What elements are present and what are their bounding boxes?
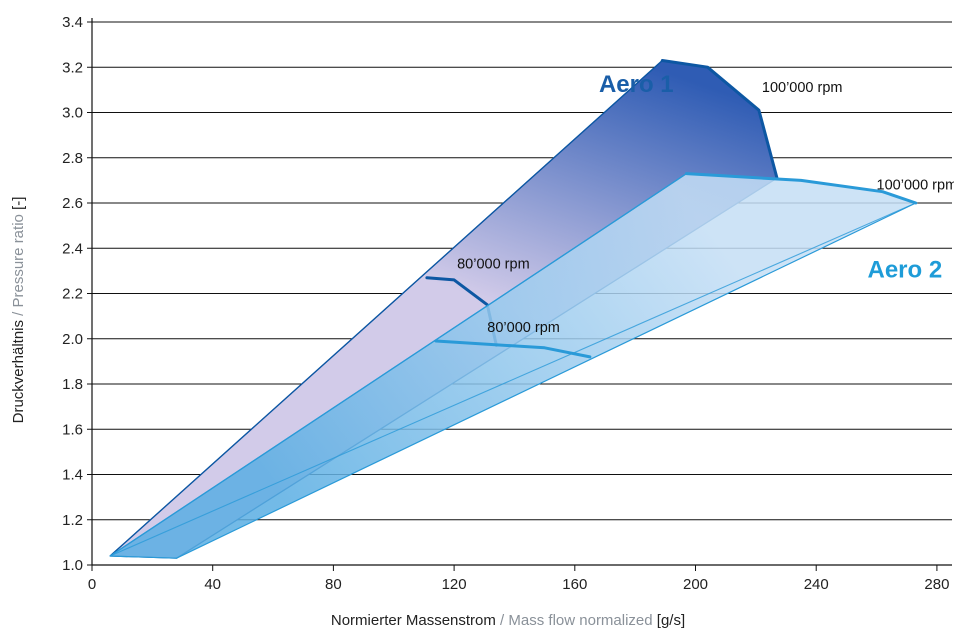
x-axis-label-separator: / — [496, 612, 509, 629]
aero-2-center-line — [109, 202, 917, 557]
y-tick-label-3.2: 3.2 — [62, 59, 83, 76]
y-axis-label-primary: Druckverhältnis — [10, 320, 27, 423]
y-tick-label-1.2: 1.2 — [62, 512, 83, 529]
aero-2-series-label: Aero 2 — [868, 257, 943, 284]
y-tick-label-1.8: 1.8 — [62, 376, 83, 393]
y-axis-label-secondary: Pressure ratio — [10, 214, 27, 307]
aero-1-surge-line — [109, 60, 663, 557]
y-tick-label-1.0: 1.0 — [62, 557, 83, 574]
axes: 1.0 1.2 1.4 1.6 1.8 2.0 2.2 2.4 2.6 2.8 3.0 3.2 3.4 0… — [62, 14, 952, 593]
aero-2-surge-line — [109, 173, 687, 557]
x-tick-label-80: 80 — [325, 576, 342, 593]
aero-2-speed-label-100000-rpm: 100’000 rpm — [877, 177, 954, 193]
y-tick-label-2.0: 2.0 — [62, 331, 83, 348]
aero-1-speed-label-80000-rpm: 80’000 rpm — [457, 257, 530, 273]
x-tick-label-0: 0 — [88, 576, 96, 593]
aero-1-series-label: Aero 1 — [599, 71, 674, 98]
x-tick-label-160: 160 — [562, 576, 587, 593]
y-axis-label-separator: / — [10, 307, 27, 320]
aero-2-speed-line-80000-rpm — [434, 339, 592, 359]
y-tick-label-1.6: 1.6 — [62, 421, 83, 438]
y-tick-label-2.8: 2.8 — [62, 150, 83, 167]
x-axis-label: Normierter Massenstrom / Mass flow norma… — [331, 612, 685, 629]
x-tick-label-280: 280 — [924, 576, 949, 593]
y-tick-label-2.4: 2.4 — [62, 240, 83, 257]
aero-1-speed-line-100000-rpm — [660, 59, 779, 180]
aero-2-series — [109, 172, 918, 559]
aero-1-speed-label-100000-rpm: 100’000 rpm — [762, 80, 843, 96]
aero-2-speed-line-100000-rpm — [685, 172, 918, 205]
chart-labels: 100’000 rpm 80’000 rpm Aero 1 100’000 rpm 80… — [457, 71, 954, 336]
x-tick-label-200: 200 — [683, 576, 708, 593]
y-tick-label-3.0: 3.0 — [62, 105, 83, 122]
x-tick-label-240: 240 — [804, 576, 829, 593]
x-tick-label-120: 120 — [442, 576, 467, 593]
y-tick-label-2.2: 2.2 — [62, 286, 83, 303]
y-axis-label: Druckverhältnis / Pressure ratio [-] — [10, 197, 27, 424]
aero-2-speed-label-80000-rpm: 80’000 rpm — [487, 320, 560, 336]
y-tick-label-1.4: 1.4 — [62, 467, 83, 484]
x-tick-label-40: 40 — [204, 576, 221, 593]
y-axis-label-unit: [-] — [10, 197, 27, 215]
x-axis-label-secondary: Mass flow normalized — [508, 612, 652, 629]
x-axis-label-primary: Normierter Massenstrom — [331, 612, 496, 629]
y-tick-label-2.6: 2.6 — [62, 195, 83, 212]
x-axis-label-unit: [g/s] — [653, 612, 686, 629]
y-tick-label-3.4: 3.4 — [62, 14, 83, 31]
